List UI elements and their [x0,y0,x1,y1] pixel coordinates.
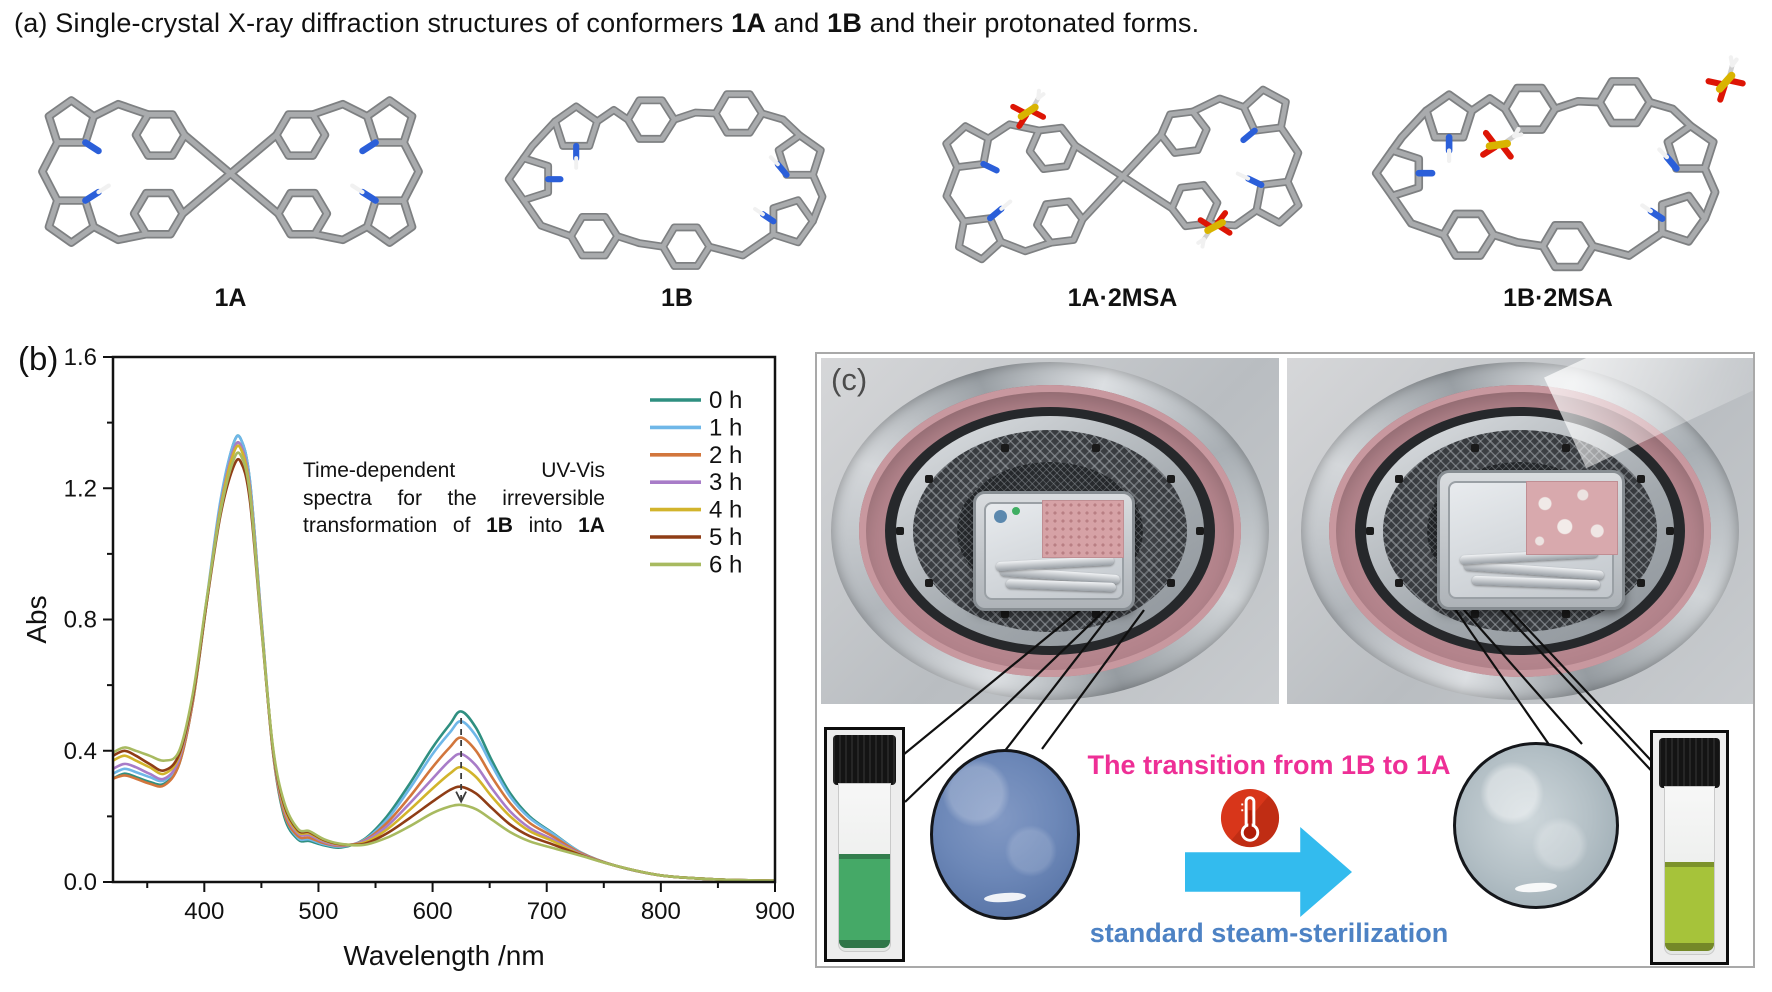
svg-text:1 h: 1 h [709,414,742,441]
svg-text:800: 800 [641,898,681,925]
svg-text:Abs: Abs [21,595,52,643]
molecule-structure-1a-2msa [905,66,1340,282]
sterilization-indicator-before [1042,500,1124,558]
chart-annotation-text: Time-dependent UV-Vis spectra for the irrever… [303,459,605,537]
sterilization-tray [1437,470,1625,610]
svg-text:2 h: 2 h [709,442,742,469]
transition-caption: The transition from 1B to 1A [1087,750,1451,780]
vial-cap [1658,737,1721,788]
svg-text:6 h: 6 h [709,551,742,578]
autoclave-photo-before: (c) [821,358,1279,704]
vial-glass [1663,785,1716,956]
vial-glass [838,782,891,953]
yellow-green-solution [1664,862,1715,952]
molecule-structure-1b [462,74,892,280]
svg-text:4 h: 4 h [709,497,742,524]
figure-title: (a) Single-crystal X-ray diffraction str… [14,8,1200,38]
panel-c-steam-sterilization: (c) [815,352,1755,968]
svg-text:700: 700 [527,898,567,925]
molecule-label-1a: 1A [214,284,247,312]
vial-after [1650,730,1729,965]
svg-text:500: 500 [298,898,338,925]
svg-text:400: 400 [184,898,224,925]
uv-vis-spectra-chart: 400 500 600 700 800 900 0.0 0.4 0.8 1.2 1.6 Wavelen… [21,344,795,971]
gel-disc-before [930,749,1080,920]
green-solution [839,854,890,949]
svg-text:5 h: 5 h [709,524,742,551]
vial-cap [833,734,896,785]
svg-text:900: 900 [755,898,795,925]
svg-text:Wavelength /nm: Wavelength /nm [343,940,544,971]
molecule-structure-1b-2msa [1348,52,1768,284]
svg-text:0.8: 0.8 [64,607,97,634]
molecule-label-1a-2msa: 1A·2MSA [1067,284,1178,312]
svg-text:1.6: 1.6 [64,344,97,371]
svg-text:3 h: 3 h [709,469,742,496]
svg-text:600: 600 [413,898,453,925]
svg-text:0.4: 0.4 [64,738,97,765]
thermometer-icon [1220,788,1280,848]
svg-text:0.0: 0.0 [64,869,97,896]
svg-text:1.2: 1.2 [64,475,97,502]
autoclave-photo-after [1287,358,1753,704]
sterilization-tray [973,491,1135,611]
sterilization-indicator-after [1526,481,1618,555]
process-caption: standard steam-sterilization [1089,918,1449,948]
molecule-label-1b: 1B [661,284,693,312]
panel-b-label: (b) [18,340,59,377]
gel-disc-after [1453,742,1619,909]
panel-c-label: (c) [831,362,868,397]
svg-text:0 h: 0 h [709,387,742,414]
molecule-label-1b-2msa: 1B·2MSA [1503,284,1613,312]
molecule-structure-1a [8,62,453,282]
vial-before [824,727,905,962]
